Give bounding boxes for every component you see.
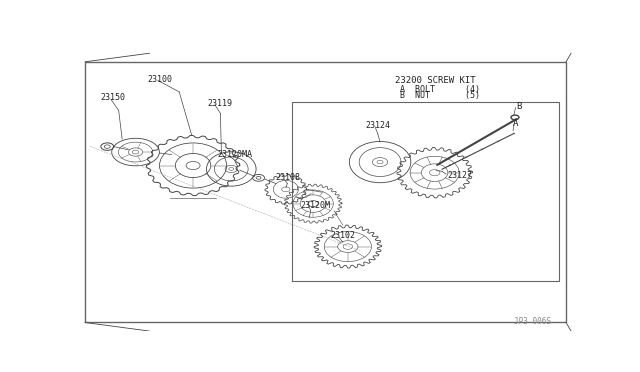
Text: 23108: 23108	[276, 173, 301, 182]
Text: 23100: 23100	[147, 74, 172, 83]
Text: A  BOLT      (4): A BOLT (4)	[400, 84, 480, 93]
Text: A: A	[513, 119, 518, 128]
Text: B  NUT       (5): B NUT (5)	[400, 91, 480, 100]
Text: 23150: 23150	[101, 93, 126, 102]
Text: 23120M: 23120M	[301, 201, 331, 209]
Text: 23120MA: 23120MA	[218, 150, 252, 158]
Text: 23124: 23124	[365, 121, 390, 130]
Text: B: B	[516, 102, 522, 111]
Text: 23102: 23102	[330, 231, 355, 240]
Text: 23127: 23127	[447, 171, 472, 180]
Text: 23119: 23119	[207, 99, 232, 108]
Text: 23200 SCREW KIT: 23200 SCREW KIT	[395, 76, 476, 85]
Text: JP3 006S: JP3 006S	[514, 317, 551, 326]
